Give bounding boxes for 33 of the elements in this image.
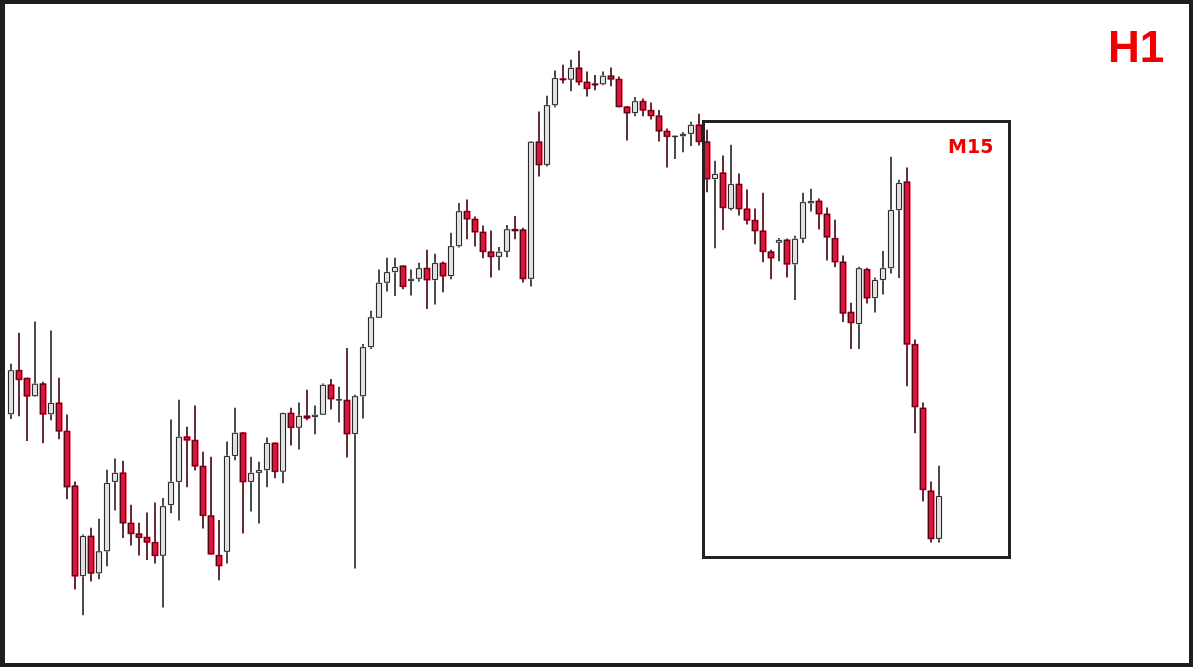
candlestick bbox=[303, 389, 311, 421]
candlestick bbox=[623, 105, 631, 141]
candlestick bbox=[255, 461, 263, 524]
candlestick bbox=[311, 405, 319, 435]
candlestick bbox=[351, 394, 359, 569]
candlestick bbox=[711, 160, 719, 249]
candlestick bbox=[15, 332, 23, 417]
candlestick bbox=[847, 302, 855, 350]
candlestick bbox=[511, 215, 519, 240]
candlestick bbox=[151, 502, 159, 564]
candlestick bbox=[215, 519, 223, 581]
candlestick bbox=[31, 321, 39, 397]
candlestick bbox=[663, 128, 671, 168]
candlestick bbox=[423, 249, 431, 310]
candlestick bbox=[775, 237, 783, 262]
candlestick bbox=[143, 512, 151, 561]
candlestick bbox=[487, 230, 495, 278]
candlestick bbox=[47, 330, 55, 421]
candlestick bbox=[247, 456, 255, 512]
candlestick bbox=[807, 188, 815, 212]
candlestick bbox=[463, 199, 471, 240]
candlestick bbox=[407, 269, 415, 296]
candlestick bbox=[183, 426, 191, 488]
text: H1 bbox=[1108, 22, 1165, 71]
candlestick bbox=[335, 386, 343, 423]
candlestick bbox=[111, 458, 119, 511]
candlestick bbox=[295, 402, 303, 450]
candlestick bbox=[391, 257, 399, 297]
text: M15 bbox=[948, 135, 994, 157]
candlestick bbox=[679, 131, 687, 153]
candlestick bbox=[767, 249, 775, 280]
candlestick bbox=[167, 419, 175, 514]
candlestick bbox=[135, 522, 143, 556]
